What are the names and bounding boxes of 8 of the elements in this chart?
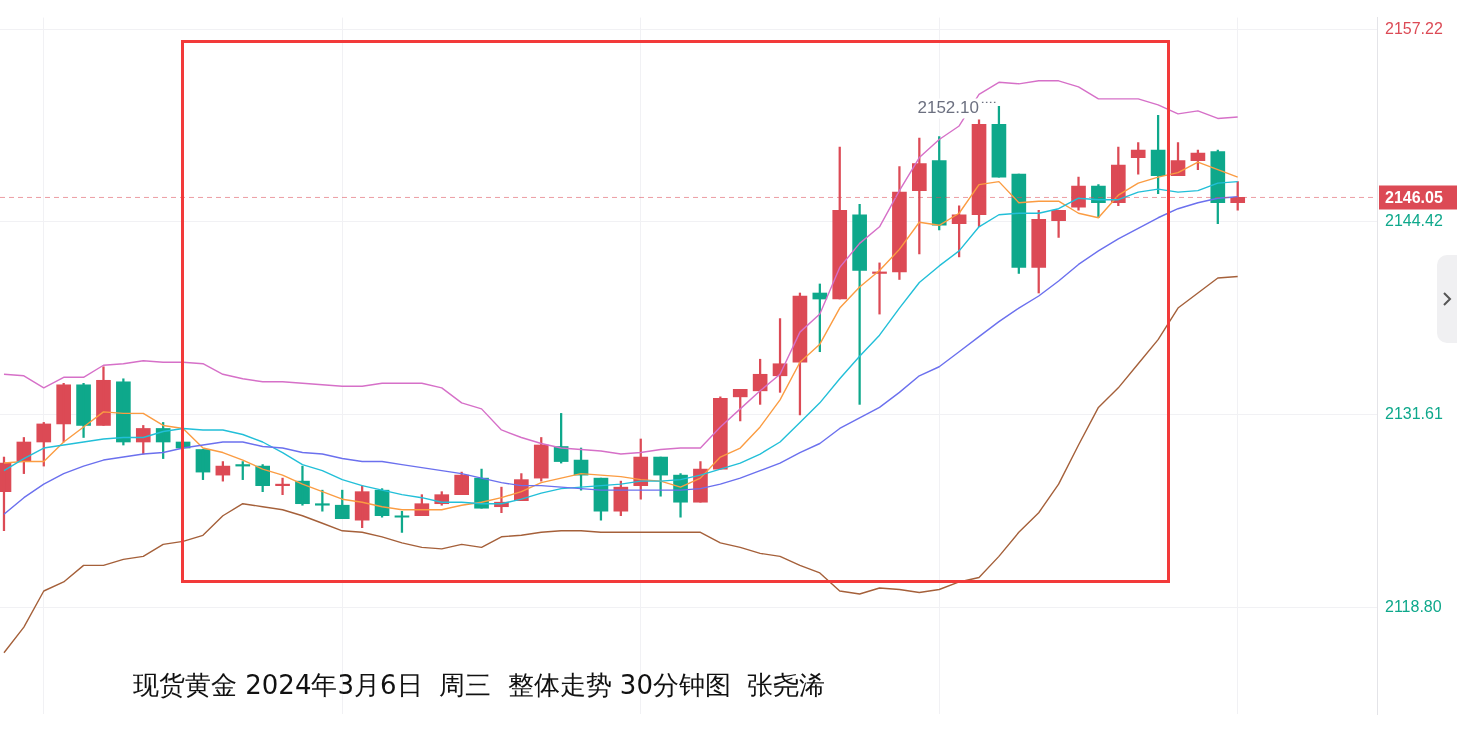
text: 现货黄金 2024年3月6日 周三 整体走势 30分钟图 张尧浠 xyxy=(133,669,826,702)
annotation: 2152.10 xyxy=(917,98,979,118)
y-tick-label: 2118.80 xyxy=(1385,597,1442,615)
candlestick xyxy=(394,510,410,533)
y-tick-label: 2144.42 xyxy=(1385,212,1443,230)
ref-line-label: 2146.05 xyxy=(1385,188,1443,206)
y-tick-label: 2131.61 xyxy=(1385,405,1443,423)
y-tick-label: 2157.22 xyxy=(1385,19,1443,37)
